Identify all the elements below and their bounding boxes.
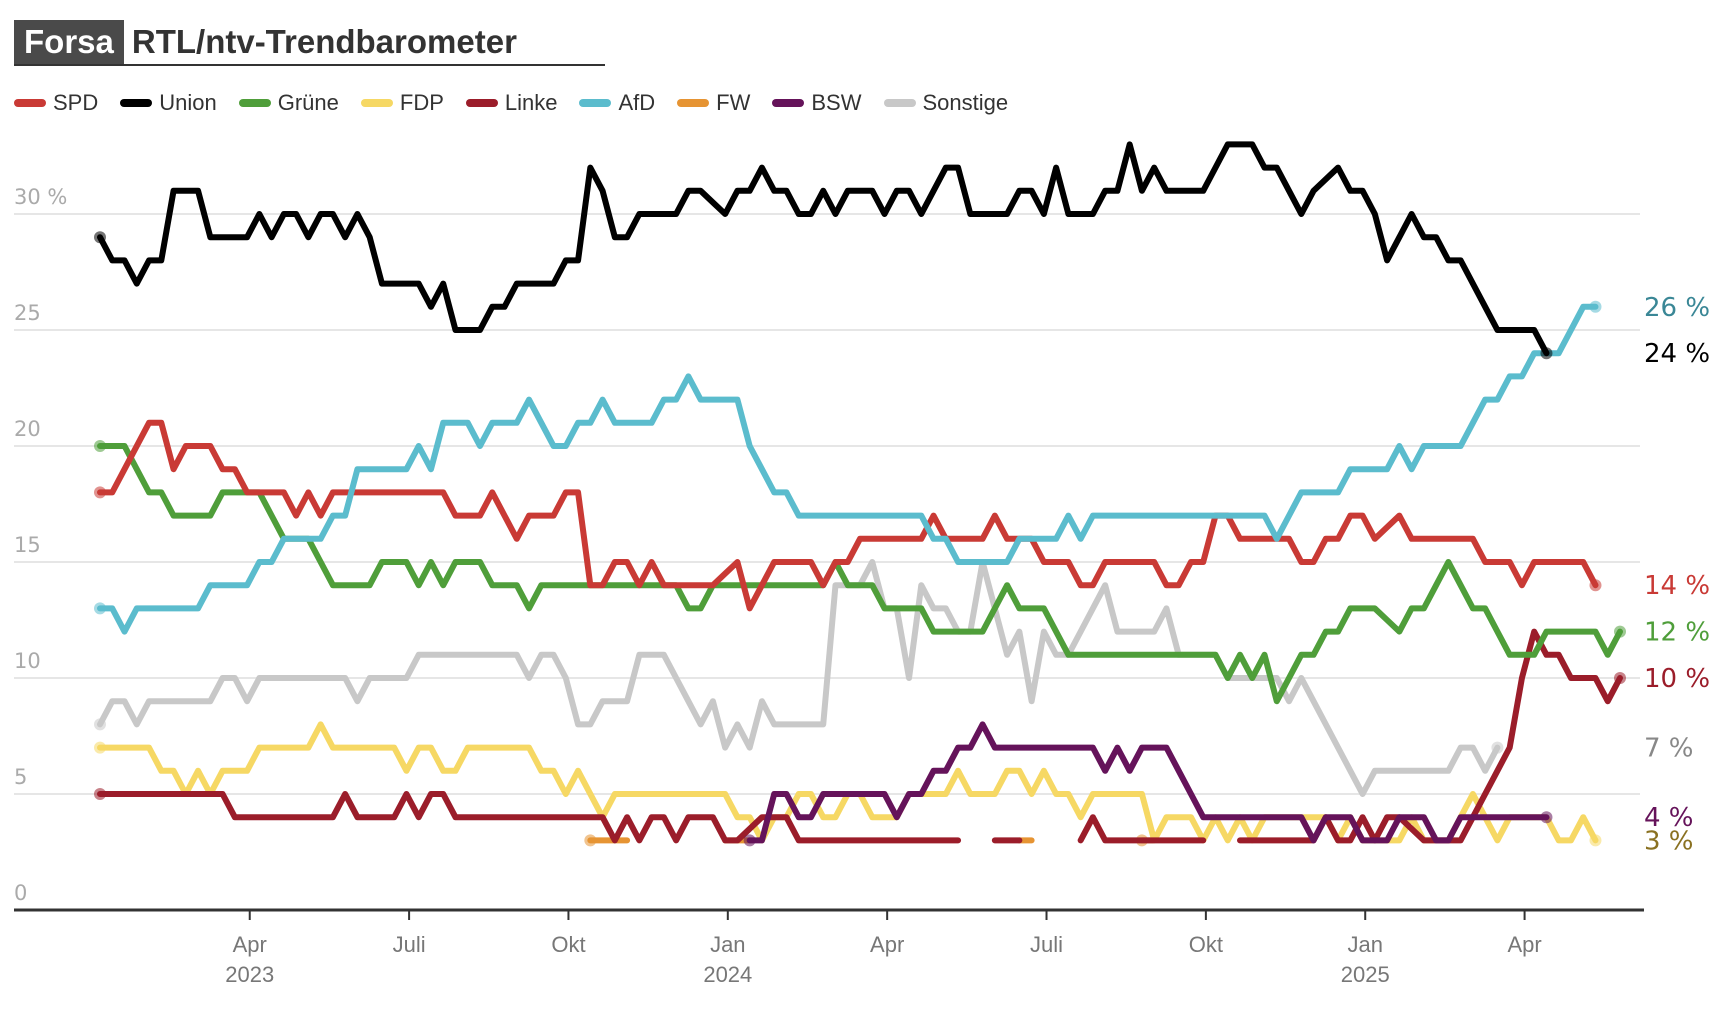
legend-label: SPD [53, 90, 99, 115]
legend-swatch [360, 99, 393, 107]
end-label: 10 % [1644, 664, 1710, 694]
source-badge: Forsa [14, 20, 124, 64]
y-tick-label: 20 [14, 417, 41, 441]
legend-swatch [120, 99, 153, 107]
series-end-point [1589, 579, 1602, 592]
legend-label: AfD [618, 90, 656, 115]
series-line [97, 141, 1550, 357]
x-tick-label: Juli [393, 932, 426, 957]
x-tick-year: 2024 [703, 962, 752, 987]
series-sonstige [94, 559, 1504, 797]
legend-label: Linke [504, 90, 558, 115]
legend-item: AfD [579, 90, 655, 116]
series-line [97, 303, 1599, 635]
series-fdp [94, 721, 1602, 847]
series-end-point [1614, 625, 1626, 638]
series-line [97, 443, 1623, 705]
series-line [1077, 814, 1207, 844]
legend-item: FW [677, 90, 750, 116]
legend-label: FW [716, 90, 751, 115]
end-label: 24 % [1644, 339, 1710, 369]
legend-label: Grüne [277, 90, 339, 115]
end-label: 7 % [1644, 734, 1694, 764]
series-gruene [94, 440, 1626, 705]
series-start-point [94, 718, 106, 731]
series-end-point [1540, 811, 1553, 824]
legend-swatch [465, 99, 498, 107]
legend-item: Sonstige [883, 90, 1009, 116]
series-start-point [94, 788, 106, 800]
end-label: 26 % [1644, 293, 1710, 323]
y-tick-label: 30 % [14, 185, 67, 209]
x-tick-year: 2025 [1341, 962, 1390, 987]
legend: SPD Union Grüne FDP Linke AfD FW BSW Sonstige [14, 90, 1008, 116]
series-line [97, 791, 962, 844]
series-start-point [94, 741, 106, 754]
series-end-point [1614, 672, 1626, 684]
series-start-point [94, 440, 106, 452]
end-label: 14 % [1644, 571, 1710, 601]
series-end-point [1589, 300, 1602, 313]
x-tick-year: 2023 [225, 962, 274, 987]
legend-item: BSW [772, 90, 862, 116]
x-tick-label: Apr [1507, 932, 1541, 957]
legend-item: FDP [360, 90, 444, 116]
series-bsw [743, 721, 1553, 847]
series-start-point [94, 231, 106, 244]
series-start-point [584, 834, 597, 847]
y-tick-label: 0 [14, 881, 27, 905]
legend-item: Linke [465, 90, 558, 116]
x-tick-label: Juli [1030, 932, 1063, 957]
y-tick-label: 25 [14, 301, 41, 325]
series-end-point [1589, 834, 1602, 847]
series-end-point [1491, 741, 1504, 754]
series-start-point [94, 602, 106, 615]
legend-label: Union [159, 90, 217, 115]
legend-swatch [14, 99, 46, 107]
chart-header: Forsa RTL/ntv-Trendbarometer [14, 20, 605, 66]
x-tick-label: Apr [870, 932, 904, 957]
series-line [1237, 628, 1623, 844]
legend-swatch [579, 99, 612, 107]
end-label: 4 % [1644, 803, 1694, 833]
legend-swatch [772, 99, 805, 107]
legend-swatch [883, 99, 916, 107]
y-tick-label: 15 [14, 533, 41, 557]
x-tick-label: Okt [551, 932, 585, 957]
legend-item: Grüne [238, 90, 339, 116]
end-label: 12 % [1644, 618, 1710, 648]
x-tick-label: Apr [233, 932, 267, 957]
legend-label: FDP [399, 90, 444, 115]
series-line [746, 721, 1550, 844]
end-label: 3 % [1644, 826, 1694, 856]
series-union [94, 141, 1553, 360]
legend-label: Sonstige [922, 90, 1009, 115]
chart-title: RTL/ntv-Trendbarometer [131, 23, 517, 60]
series-line [97, 559, 1501, 797]
legend-swatch [677, 99, 710, 107]
legend-label: BSW [811, 90, 862, 115]
y-tick-label: 10 [14, 649, 41, 673]
legend-swatch [238, 99, 271, 107]
x-tick-label: Jan [1347, 932, 1382, 957]
series-start-point [743, 834, 756, 847]
legend-item: Union [120, 90, 217, 116]
series-start-point [94, 486, 106, 499]
x-tick-label: Okt [1189, 932, 1223, 957]
y-tick-label: 5 [14, 765, 27, 789]
series-end-point [1540, 347, 1553, 360]
legend-item: SPD [14, 90, 98, 116]
x-tick-label: Jan [710, 932, 745, 957]
series-linke [94, 628, 1626, 844]
series-afd [94, 300, 1602, 635]
